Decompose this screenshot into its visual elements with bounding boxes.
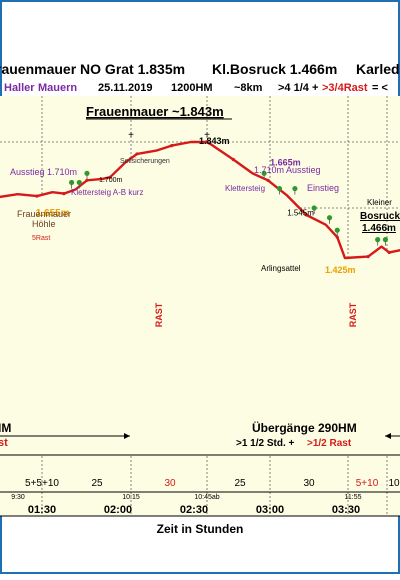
transition-arrowhead-right [385,433,391,439]
profile-point [85,178,89,182]
profile-line [0,140,400,260]
header-title-3: Karled [356,61,400,77]
annotation: Ausstieg 1.710m [10,167,77,177]
profile-point [204,140,208,144]
transition-sub-prefix: >1 1/2 Std. + [236,438,295,449]
profile-point [304,213,309,217]
transition-left-rast: st [0,437,8,449]
annotation: 1.700m [99,177,123,184]
annotation: Höhle [32,219,56,229]
tree-marker [276,185,283,192]
time-marker: 10:45ab [194,494,219,501]
transition-title: Übergänge 290HM [252,420,357,435]
header-elevation: 1200HM [171,82,213,94]
segment-label: 30 [164,478,176,489]
annotation: Kleiner [367,198,392,207]
x-axis-label: Zeit in Stunden [157,522,244,536]
x-tick-label: 03:30 [332,504,360,516]
tree-marker [375,237,381,243]
segment-label: 30 [303,478,315,489]
elevation-label: 1.425m [325,265,356,275]
profile-point [35,194,39,198]
elevation-label: 1.545m [287,209,314,218]
summit-cross-1: + [204,130,210,141]
header-distance: ~8km [234,82,263,94]
header-title-2: Kl.Bosruck 1.466m [212,61,337,77]
annotation: 1.710m Ausstieg [254,165,321,175]
x-tick-label: 02:00 [104,504,132,516]
segment-label: 5+10 [356,478,379,489]
x-tick-label: 02:30 [180,504,208,516]
rast-marker: RAST [348,302,358,327]
annotation: Klettersteig [225,184,265,193]
annotation: Einstieg [307,183,339,193]
x-tick-label: 01:30 [28,504,56,516]
annotation: 1.466m [362,223,396,234]
header-time-prefix: >4 1/4 + [278,82,318,94]
elevation-label: 1.655m [36,208,70,219]
x-tick-label: 03:00 [256,504,284,516]
profile-point [170,144,174,148]
elevation-label: 1.665m [270,157,301,167]
transition-left-fragment: IM [0,421,11,435]
profile-point [135,152,139,156]
transition-arrowhead-left [124,433,130,439]
segment-label: 10 [388,478,400,489]
annotation: Bosruck [360,211,400,222]
rast-marker: RAST [154,302,164,327]
profile-point [387,250,391,255]
profile-point [231,157,235,162]
time-marker: 11:55 [345,494,362,501]
profile-point [335,235,339,239]
tree-marker [69,179,75,186]
profile-point [108,175,112,179]
label-layer: 1.655m 1.843m 1.665m 1.545m 1.425m Frauenmaue… [10,104,400,516]
segment-label: 5+5+10 [25,478,59,489]
tree-marker [382,237,388,243]
profile-point [366,255,370,259]
time-marker: 10:15 [122,494,140,501]
elevation-label: 1.843m [199,136,230,146]
header-time-rast: >3/4Rast [322,82,368,94]
profile-area [0,142,400,455]
segment-label: 25 [91,478,103,489]
summit-cross-0: + [128,130,134,141]
header-region-2: Mauern [38,82,77,94]
annotation: Klettersteig A-B kurz [71,188,143,197]
tree-marker [261,170,267,176]
tree-marker [292,185,298,192]
annotation: Arlingsattel [261,264,301,273]
annotation: 5Rast [32,235,50,242]
annotation: Seilsicherungen [120,158,170,165]
segment-label: 25 [234,478,246,489]
profile-point [62,192,66,196]
annotation: Frauenmauer ~1.843m [86,104,224,119]
header-date: 25.11.2019 [98,82,152,94]
tree-marker [326,215,333,221]
time-marker: 9:30 [11,494,25,501]
area-layer [0,140,400,455]
header-region: Haller [4,82,35,94]
tree-marker [84,170,90,176]
header-time-suffix: = < [372,82,388,94]
tree-marker [334,227,340,233]
marks-layer: + + [35,130,391,259]
header-title-1: rauenmauer NO Grat 1.835m [0,61,185,77]
profile-point [266,178,270,182]
tree-marker [311,205,317,211]
tree-marker [76,179,82,186]
transition-sub-rast: >1/2 Rast [307,438,352,449]
annotation: Frauenmauer [17,209,71,219]
